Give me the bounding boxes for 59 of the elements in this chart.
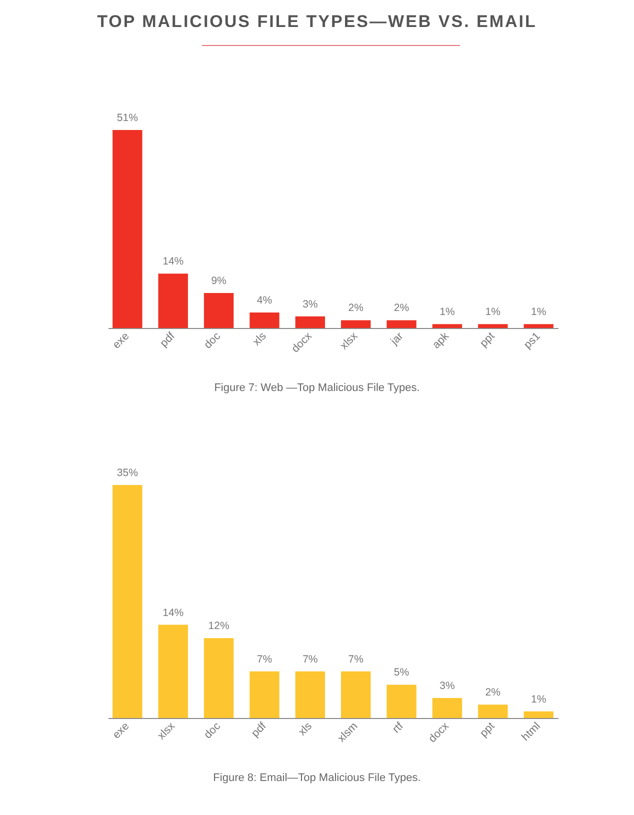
bar	[204, 293, 234, 328]
x-tick-label: exe	[110, 330, 132, 352]
caption: Figure 8: Email—Top Malicious File Types.	[212, 772, 422, 784]
x-tick-label: exe	[110, 720, 132, 742]
bar	[112, 130, 142, 328]
x-tick-label: ppt	[478, 720, 498, 740]
data-label: 9%	[211, 275, 226, 288]
data-label: 51%	[116, 112, 138, 124]
x-tick-label: ps1	[522, 330, 543, 352]
bar	[524, 324, 554, 328]
chart-title: TOP MALICIOUS FILE TYPES—WEB VS. EMAIL	[96, 12, 538, 32]
bar	[295, 316, 326, 328]
data-label: 35%	[116, 467, 138, 479]
bar	[340, 671, 371, 718]
bar	[478, 324, 508, 328]
data-label: 2%	[394, 302, 410, 314]
bar	[478, 704, 508, 718]
bar	[158, 274, 188, 328]
x-tick-label: xls	[250, 330, 270, 348]
data-label: 2%	[485, 686, 500, 699]
bar	[386, 320, 416, 328]
bar	[250, 312, 280, 328]
bar	[524, 711, 554, 718]
data-label: 7%	[302, 653, 318, 666]
data-label: 12%	[208, 620, 230, 632]
bar	[432, 324, 462, 328]
data-label: 2%	[348, 302, 364, 314]
x-tick-label: pdf	[249, 720, 270, 740]
data-label: 3%	[302, 298, 318, 310]
x-tick-label: ppt	[478, 330, 498, 350]
x-tick-label: xlsx	[338, 330, 360, 352]
data-label: 3%	[440, 680, 455, 692]
bar	[432, 698, 462, 718]
data-label: 1%	[440, 306, 455, 318]
data-label: 1%	[485, 306, 500, 318]
data-label: 1%	[530, 693, 546, 706]
x-tick-label: apk	[430, 330, 452, 352]
x-tick-label: rtf	[390, 720, 406, 736]
data-label: 5%	[394, 666, 410, 679]
x-tick-label: xls	[296, 720, 315, 738]
data-label: 7%	[256, 653, 272, 666]
data-label: 4%	[256, 294, 272, 306]
x-tick-label: pdf	[158, 330, 178, 350]
bar	[250, 671, 280, 718]
data-label: 14%	[162, 606, 184, 619]
x-tick-label: jar	[388, 330, 406, 348]
x-tick-label: xlsx	[155, 720, 178, 742]
bar	[204, 638, 234, 718]
bar	[386, 684, 416, 718]
x-tick-label: doc	[202, 720, 224, 742]
caption: Figure 7: Web —Top Malicious File Types.	[213, 382, 421, 394]
data-label: 1%	[530, 306, 546, 318]
bar	[112, 485, 142, 718]
bar	[295, 671, 326, 718]
x-tick-label: doc	[202, 330, 224, 352]
bar	[158, 624, 188, 718]
bar	[340, 320, 371, 328]
data-label: 7%	[348, 653, 364, 666]
data-label: 14%	[162, 256, 184, 268]
